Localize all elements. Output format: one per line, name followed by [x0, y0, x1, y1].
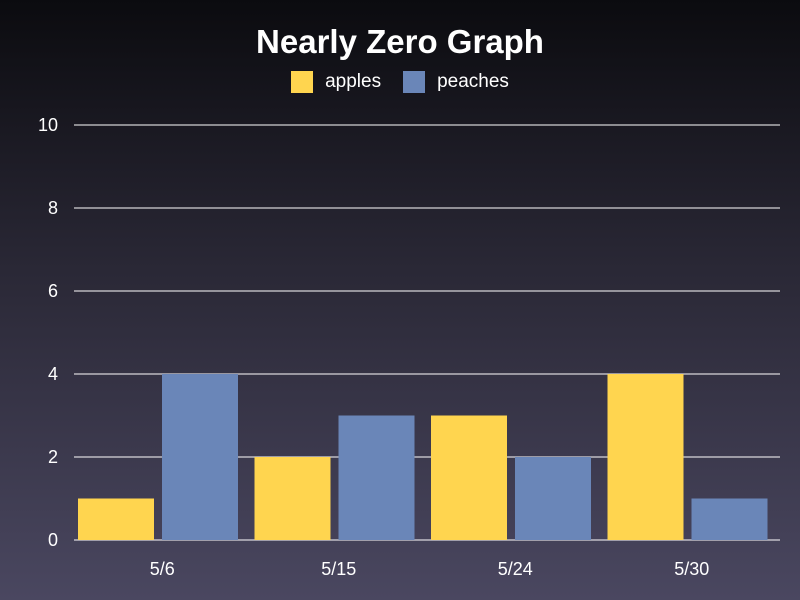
x-tick-label: 5/24	[498, 559, 533, 579]
legend: apples peaches	[0, 71, 800, 93]
bar-peaches-5-15[interactable]	[338, 415, 415, 541]
x-tick-label: 5/30	[674, 559, 709, 579]
bar-apples-5-24[interactable]	[431, 415, 507, 541]
legend-item-peaches: peaches	[403, 71, 509, 93]
legend-swatch-peaches	[403, 71, 426, 93]
y-tick-label: 0	[48, 530, 58, 550]
y-tick-label: 4	[48, 364, 58, 384]
y-tick-label: 8	[48, 198, 58, 218]
legend-label-peaches: peaches	[437, 71, 509, 92]
x-tick-label: 5/15	[321, 559, 356, 579]
bar-apples-5-30[interactable]	[607, 374, 684, 540]
legend-swatch-apples	[291, 71, 314, 93]
legend-label-apples: apples	[325, 71, 382, 92]
bar-peaches-5-24[interactable]	[515, 457, 591, 540]
x-tick-label: 5/6	[150, 559, 175, 579]
y-tick-label: 6	[48, 281, 58, 301]
y-tick-label: 10	[38, 115, 58, 135]
bar-peaches-5-6[interactable]	[162, 374, 238, 540]
chart-title: Nearly Zero Graph	[256, 23, 544, 60]
legend-item-apples: apples	[291, 71, 381, 93]
y-tick-label: 2	[48, 447, 58, 467]
bar-apples-5-6[interactable]	[78, 498, 154, 541]
bar-peaches-5-30[interactable]	[691, 498, 768, 541]
bar-apples-5-15[interactable]	[254, 457, 331, 540]
